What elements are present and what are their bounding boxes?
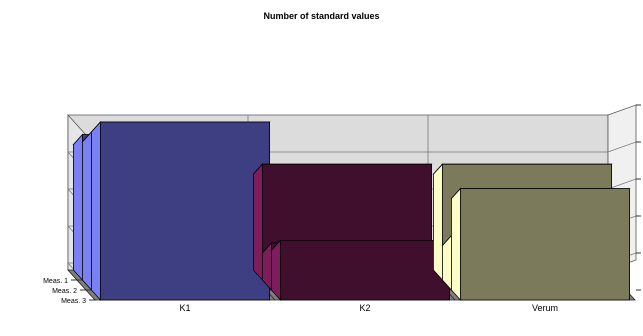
chart-title: Number of standard values <box>263 11 380 21</box>
bar-side-26 <box>82 130 92 292</box>
series-label-54: Meas. 3 <box>61 298 86 305</box>
category-label-56: K2 <box>359 303 370 313</box>
bar-side-29 <box>91 120 101 302</box>
bar-side-41 <box>432 163 443 282</box>
category-label-57: Verum <box>532 303 558 313</box>
bar-side-23 <box>73 133 83 282</box>
gridline-15 <box>607 141 637 153</box>
series-label-50: Meas. 1 <box>43 278 68 285</box>
gridline-12 <box>607 178 637 190</box>
category-label-55: K1 <box>179 303 190 313</box>
bar-side-44 <box>441 234 452 292</box>
bar-side-38 <box>270 239 281 302</box>
series-label-52: Meas. 2 <box>52 288 77 295</box>
bar-front-39 <box>279 239 451 301</box>
bar-front-30 <box>100 121 271 301</box>
bar-side-47 <box>450 187 461 302</box>
bar-front-48 <box>459 188 630 301</box>
bar-side-32 <box>252 163 263 282</box>
